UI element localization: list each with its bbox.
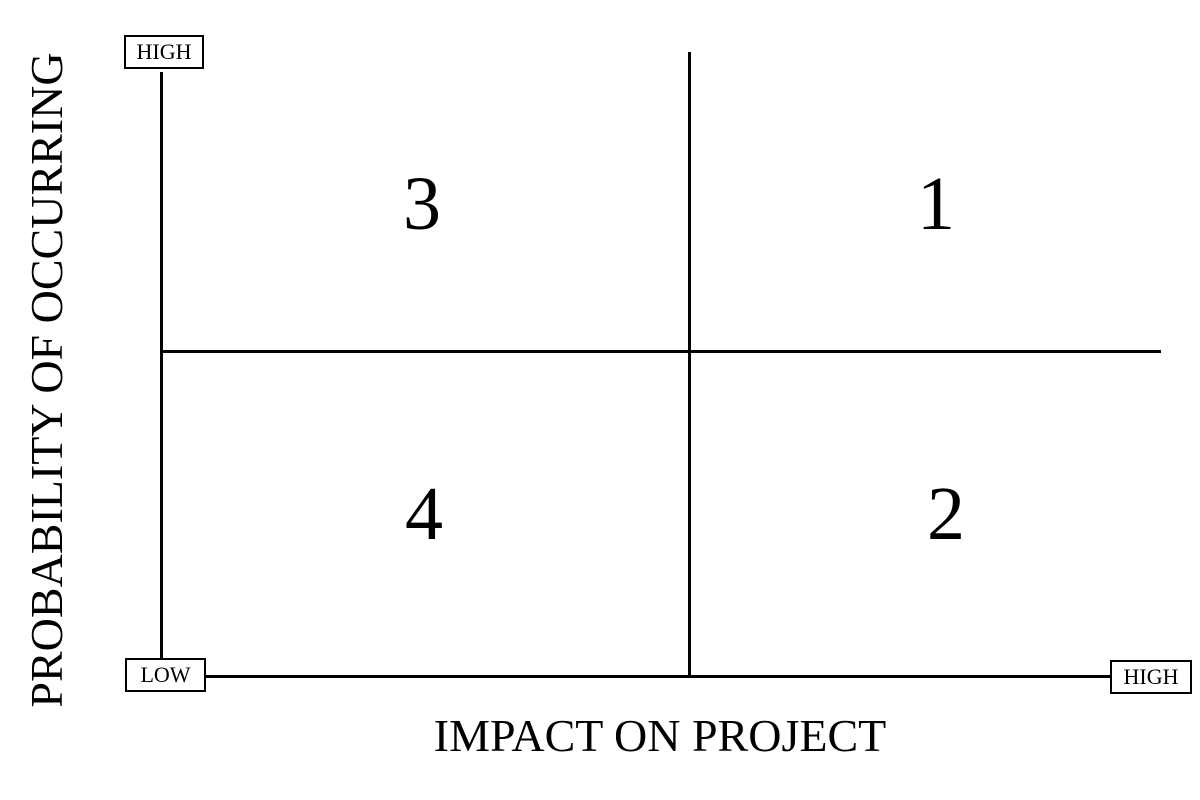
quadrant-top-left-number: 3	[403, 162, 441, 246]
axis-low-label: LOW	[125, 658, 206, 692]
vertical-quadrant-divider	[688, 52, 691, 677]
quadrant-bottom-right-number: 2	[927, 472, 965, 556]
quadrant-top-right-number: 1	[917, 162, 955, 246]
quadrant-bottom-left-number: 4	[405, 472, 443, 556]
x-axis-title: IMPACT ON PROJECT	[433, 710, 887, 761]
y-axis-title: PROBABILITY OF OCCURRING	[21, 52, 72, 708]
y-axis-line	[160, 72, 163, 679]
y-axis-high-label: HIGH	[124, 35, 204, 69]
x-axis-line	[204, 675, 1112, 678]
x-axis-high-label: HIGH	[1110, 660, 1192, 694]
horizontal-quadrant-divider	[162, 350, 1161, 353]
